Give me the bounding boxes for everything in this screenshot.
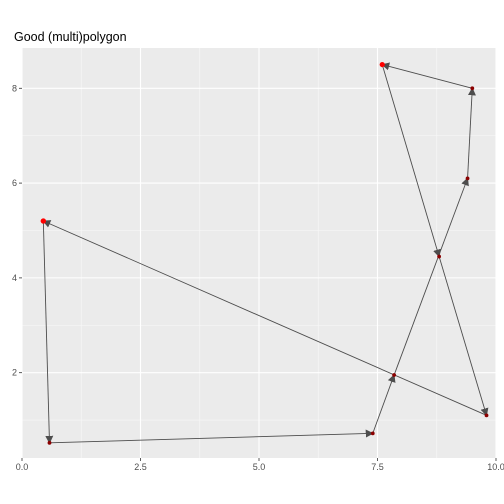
x-tick-label: 0.0 bbox=[16, 462, 29, 472]
polygon-edge-arrow bbox=[42, 220, 54, 444]
polygon-edges bbox=[42, 62, 489, 444]
polygon-edge-arrow bbox=[372, 374, 396, 434]
y-tick-label: 4 bbox=[12, 273, 17, 283]
chart-title: Good (multi)polygon bbox=[14, 30, 127, 44]
y-tick-label: 6 bbox=[12, 178, 17, 188]
vertex-point bbox=[370, 431, 375, 436]
polygon-edge-arrow bbox=[381, 62, 473, 89]
ring-start-point bbox=[379, 61, 385, 68]
y-axis: 2 4 6 8 bbox=[12, 83, 22, 378]
polygon-edge-arrow bbox=[467, 87, 476, 179]
polygon-edge-arrow bbox=[42, 220, 487, 416]
major-gridlines bbox=[21, 48, 497, 458]
x-tick-label: 5.0 bbox=[253, 462, 266, 472]
vertex-point bbox=[437, 254, 442, 259]
vertex-point bbox=[484, 413, 489, 418]
ring-start-point bbox=[40, 218, 46, 224]
polygon-edge-arrow bbox=[438, 256, 489, 417]
y-tick-label: 2 bbox=[12, 368, 17, 378]
polygon-edge-arrow bbox=[393, 177, 469, 376]
vertex-point bbox=[47, 440, 52, 445]
x-tick-label: 10.0 bbox=[487, 462, 504, 472]
x-tick-label: 7.5 bbox=[371, 462, 384, 472]
x-axis: 0.0 2.5 5.0 7.5 10.0 bbox=[16, 458, 504, 472]
polygon-edge-arrow bbox=[381, 64, 441, 258]
vertex-point bbox=[392, 373, 396, 377]
vertex-point bbox=[465, 176, 470, 181]
vertex-point bbox=[470, 86, 475, 91]
x-tick-label: 2.5 bbox=[134, 462, 147, 472]
y-tick-label: 8 bbox=[12, 83, 17, 93]
polygon-vertices bbox=[40, 61, 489, 445]
polygon-edge-arrow bbox=[49, 429, 374, 444]
